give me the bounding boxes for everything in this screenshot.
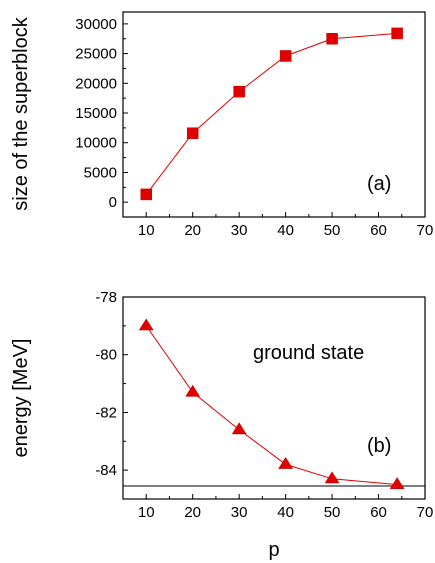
- y-tick-label-a: 20000: [75, 75, 117, 92]
- data-point-a: [391, 27, 403, 40]
- y-tick-label-b: -78: [95, 289, 117, 306]
- x-tick-label-b: 70: [417, 504, 434, 521]
- y-tick-label-b: -84: [95, 462, 117, 479]
- y-axis-title-b: energy [MeV]: [10, 339, 32, 458]
- x-tick-label-a: 70: [417, 222, 434, 239]
- x-tick-label-a: 10: [138, 222, 155, 239]
- x-tick-label-b: 10: [138, 504, 155, 521]
- x-tick-label-b: 20: [184, 504, 201, 521]
- x-tick-label-b: 40: [277, 504, 294, 521]
- y-axis-title-a: size of the superblock: [10, 16, 32, 210]
- ticks-a: 10 20 30 40 50 60 70 0 5000 10000 15000 20000 25000 3…: [75, 16, 433, 239]
- x-tick-label-a: 40: [277, 222, 294, 239]
- series-b: [138, 318, 405, 490]
- y-tick-label-a: 0: [109, 194, 117, 211]
- panel-label-b: (b): [367, 435, 391, 457]
- series-line-a: [145, 32, 398, 195]
- panel-label-a: (a): [367, 173, 391, 195]
- x-tick-label-a: 30: [231, 222, 248, 239]
- plot-frame-b: [122, 296, 426, 500]
- data-point-b: [389, 477, 405, 490]
- data-point-b: [231, 422, 247, 435]
- x-tick-label-b: 50: [324, 504, 341, 521]
- data-point-a: [233, 85, 245, 98]
- ticks-b: 10 20 30 40 50 60 70 -84 -82 -80 -78: [95, 289, 433, 521]
- x-axis-title-b: p: [268, 539, 279, 561]
- x-tick-label-a: 50: [324, 222, 341, 239]
- y-tick-label-a: 30000: [75, 16, 117, 33]
- data-point-a: [140, 188, 152, 201]
- series-a: [140, 27, 403, 201]
- y-tick-label-a: 15000: [75, 105, 117, 122]
- panel-b: 10 20 30 40 50 60 70-84-82-80-78 energy [MeV] …: [10, 289, 433, 561]
- x-tick-label-a: 60: [370, 222, 387, 239]
- series-line-b: [145, 325, 398, 486]
- data-point-b: [278, 456, 294, 469]
- panel-a: 10 20 30 40 50 60 70 0 5000 10000 15000 20000 25000 3…: [10, 11, 433, 239]
- y-tick-label-b: -82: [95, 404, 117, 421]
- annotation-ground-state: ground state: [253, 342, 364, 364]
- data-point-a: [279, 50, 292, 62]
- y-tick-label-a: 10000: [75, 135, 117, 152]
- y-tick-label-b: -80: [95, 347, 117, 364]
- data-point-b: [138, 318, 154, 331]
- x-tick-label-a: 20: [184, 222, 201, 239]
- x-tick-label-b: 60: [370, 504, 387, 521]
- data-point-b: [185, 384, 201, 397]
- data-point-a: [186, 127, 199, 139]
- x-tick-label-b: 30: [231, 504, 248, 521]
- data-point-b: [324, 471, 340, 484]
- y-tick-label-a: 5000: [84, 164, 117, 181]
- plot-frame-a: [122, 11, 426, 218]
- data-point-a: [326, 32, 338, 45]
- y-tick-label-a: 25000: [75, 46, 117, 63]
